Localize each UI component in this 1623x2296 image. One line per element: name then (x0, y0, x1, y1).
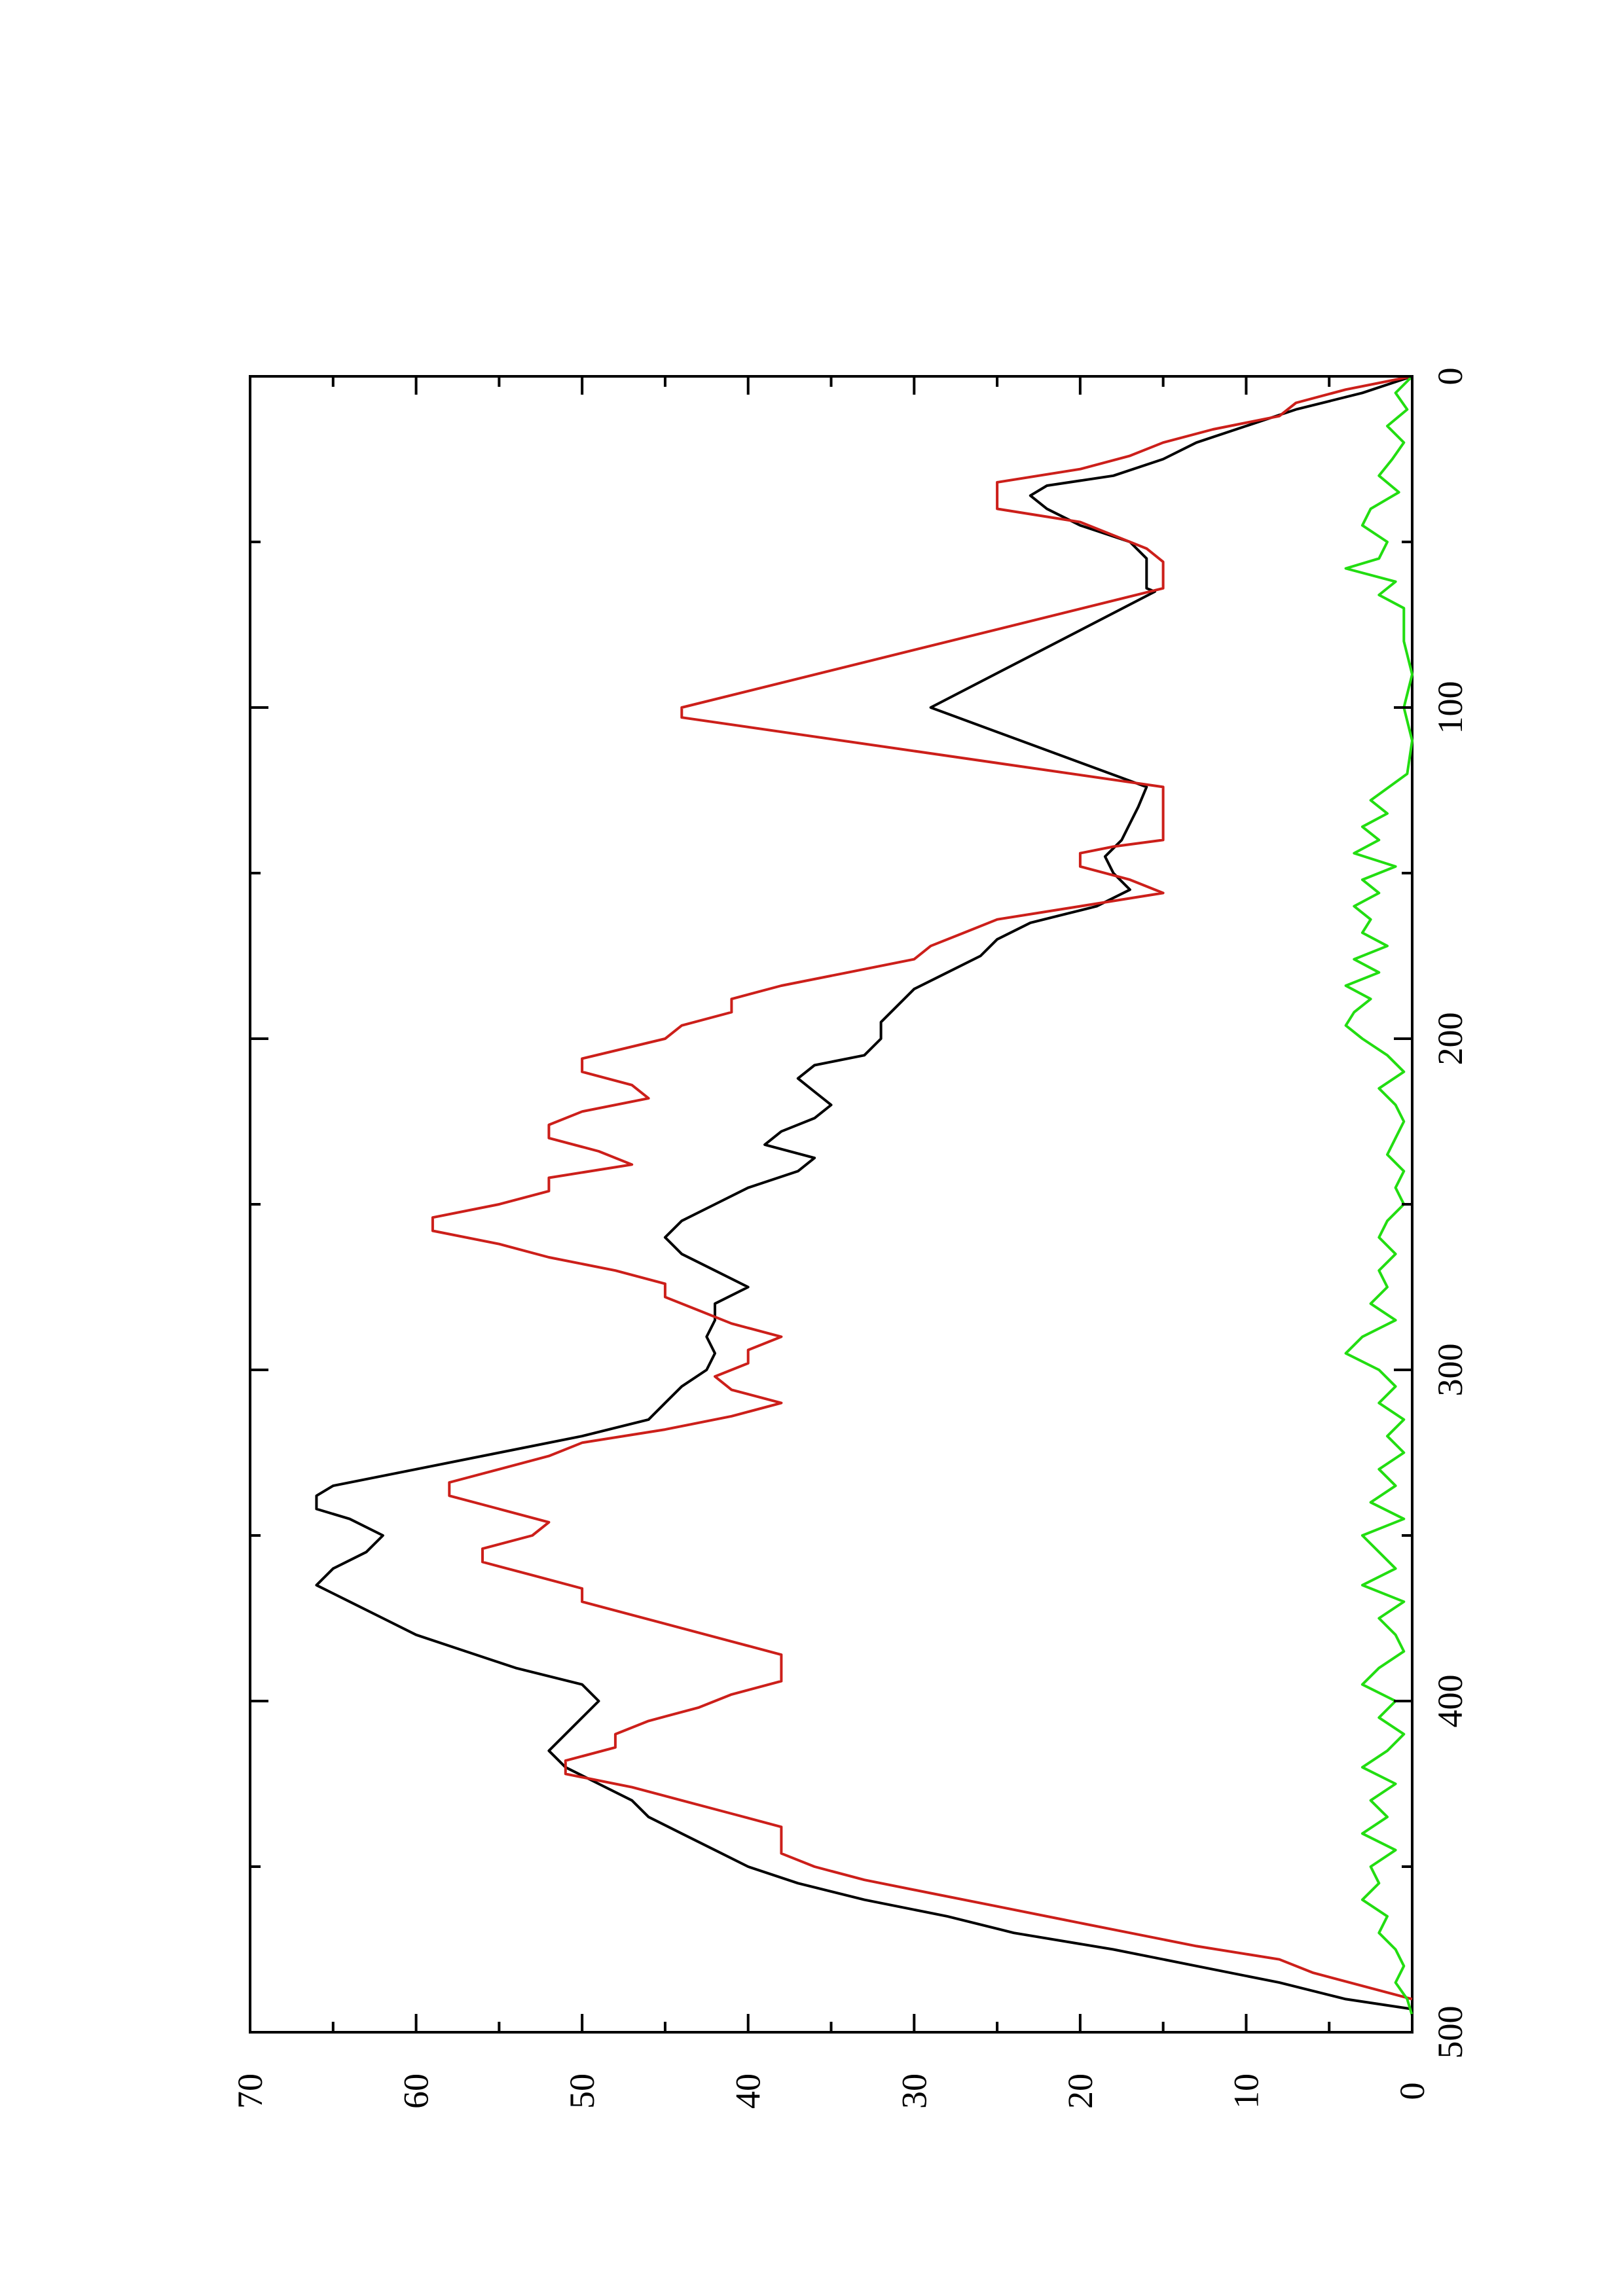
y-tick-label: 10 (1226, 2073, 1266, 2109)
x-tick-label: 400 (1431, 1675, 1470, 1728)
y-tick-label: 50 (562, 2073, 602, 2109)
y-tick-label: 40 (729, 2073, 768, 2109)
y-tick-label: 30 (894, 2073, 934, 2109)
tick-layer (249, 375, 1413, 2034)
series-line-1 (315, 375, 1413, 2011)
x-tick-label: 500 (1431, 2006, 1470, 2059)
x-tick-label: 300 (1431, 1344, 1470, 1397)
x-tick-label: 100 (1431, 681, 1470, 734)
series-layer (315, 375, 1413, 2032)
x-tick-label: 0 (1431, 368, 1470, 386)
plot-frame (249, 375, 1413, 2034)
tick-label-layer: 0 100 200 300 400 500 0 10 20 30 40 50 60 70 (230, 368, 1470, 2109)
y-tick-label: 0 (1393, 2083, 1432, 2100)
y-tick-label: 60 (397, 2073, 436, 2109)
y-tick-label: 20 (1061, 2073, 1100, 2109)
series-line-2 (431, 375, 1413, 2001)
y-tick-label: 70 (230, 2073, 270, 2109)
x-tick-label: 200 (1431, 1013, 1470, 1066)
series-line-3 (1344, 375, 1413, 2032)
